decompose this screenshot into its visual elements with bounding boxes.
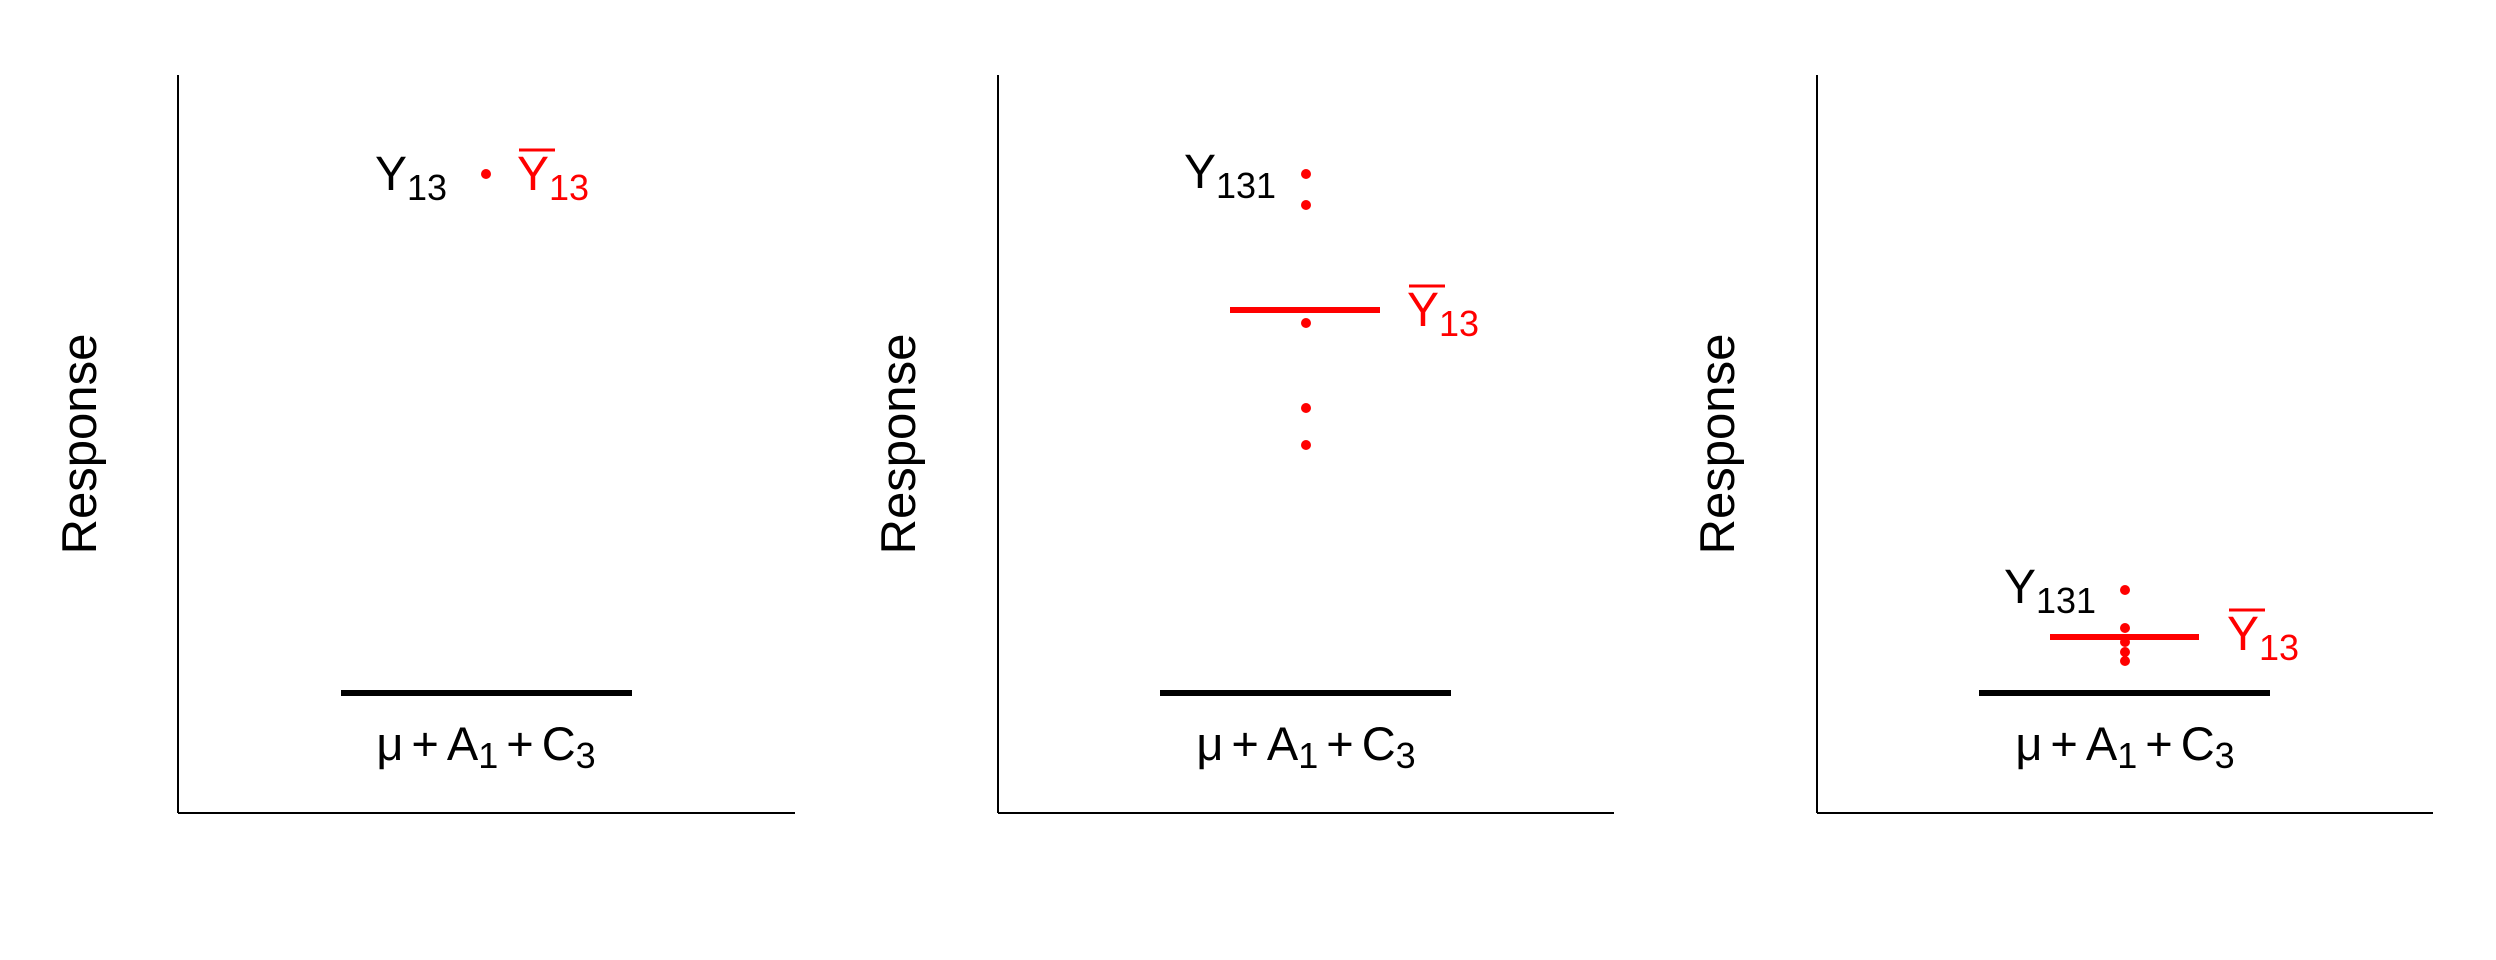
panel-1-mean-label: Y13	[517, 148, 589, 208]
panel-2-y-axis-label: Response	[872, 334, 926, 555]
panel-2-point-4	[1301, 403, 1311, 413]
panel-1-y-axis-label: Response	[53, 334, 107, 555]
panel-2-mean-label: Y13	[1407, 284, 1479, 344]
panel-2: Response μ + A1 + C3 Y131 Y13	[872, 75, 1614, 814]
panel-3-mean-label: Y13	[2227, 608, 2299, 668]
panel-2-point-1	[1301, 169, 1311, 179]
panel-3-point-1	[2120, 585, 2130, 595]
panel-3-y-axis-label: Response	[1691, 334, 1745, 555]
panel-2-baseline-label: μ + A1 + C3	[1196, 717, 1415, 776]
panel-3: Response μ + A1 + C3 Y131 Y13	[1691, 75, 2433, 814]
panel-1-observation-label: Y13	[375, 148, 447, 208]
panel-3-observation-label: Y131	[2004, 561, 2096, 621]
panel-3-baseline-label: μ + A1 + C3	[2015, 717, 2234, 776]
panel-2-point-2	[1301, 200, 1311, 210]
panel-3-point-5	[2120, 656, 2130, 666]
panel-2-point-5	[1301, 440, 1311, 450]
panel-2-point-3	[1301, 318, 1311, 328]
panel-2-observation-label: Y131	[1184, 146, 1276, 206]
panel-3-point-2	[2120, 623, 2130, 633]
panel-1-observation-point	[481, 169, 491, 179]
panel-3-point-4	[2120, 647, 2130, 657]
panel-1: Response μ + A1 + C3 Y13 Y13	[53, 75, 795, 814]
panel-1-baseline-label: μ + A1 + C3	[376, 717, 595, 776]
